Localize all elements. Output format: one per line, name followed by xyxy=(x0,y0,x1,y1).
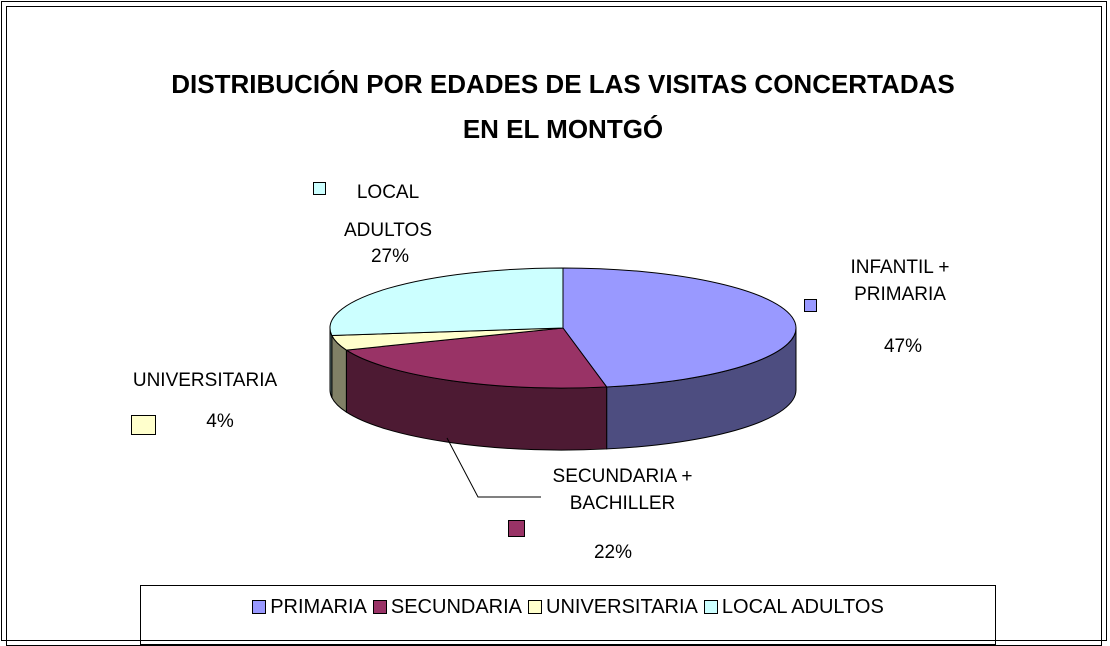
legend-item: SECUNDARIA xyxy=(372,594,523,620)
label-key xyxy=(131,415,156,435)
legend-item: UNIVERSITARIA xyxy=(528,594,698,620)
label-key xyxy=(313,182,326,195)
legend-label: PRIMARIA xyxy=(270,595,367,618)
chart-title: DISTRIBUCIÓN POR EDADES DE LAS VISITAS C… xyxy=(171,69,955,144)
data-label: INFANTIL + PRIMARIA xyxy=(850,257,950,305)
legend-label: UNIVERSITARIA xyxy=(546,595,698,618)
pie-slice xyxy=(562,267,797,388)
value-label: 22% xyxy=(593,542,633,563)
pie-side xyxy=(329,327,333,398)
legend-swatch xyxy=(528,600,543,614)
pie xyxy=(329,267,797,498)
pie-slice xyxy=(344,327,608,389)
data-label: SECUNDARIA + BACHILLER xyxy=(552,466,693,514)
label-key xyxy=(804,299,817,312)
pie-slice xyxy=(329,267,564,337)
leader-line xyxy=(446,437,541,498)
value-label: 4% xyxy=(206,411,234,432)
legend-swatch xyxy=(372,600,387,614)
data-label: UNIVERSITARIA xyxy=(132,370,278,391)
legend: PRIMARIA SECUNDARIA UNIVERSITARIA LOCAL ADU… xyxy=(140,585,996,645)
legend-label: LOCAL ADULTOS xyxy=(721,595,884,618)
value-label: 47% xyxy=(883,336,923,357)
label-key xyxy=(508,520,525,537)
legend-swatch xyxy=(703,600,718,614)
legend-item: PRIMARIA xyxy=(252,594,367,620)
value-label: 27% xyxy=(370,246,410,267)
legend-item: LOCAL ADULTOS xyxy=(703,594,884,620)
data-label: LOCAL ADULTOS xyxy=(344,182,432,241)
legend-label: SECUNDARIA xyxy=(390,595,523,618)
legend-swatch xyxy=(252,600,267,614)
